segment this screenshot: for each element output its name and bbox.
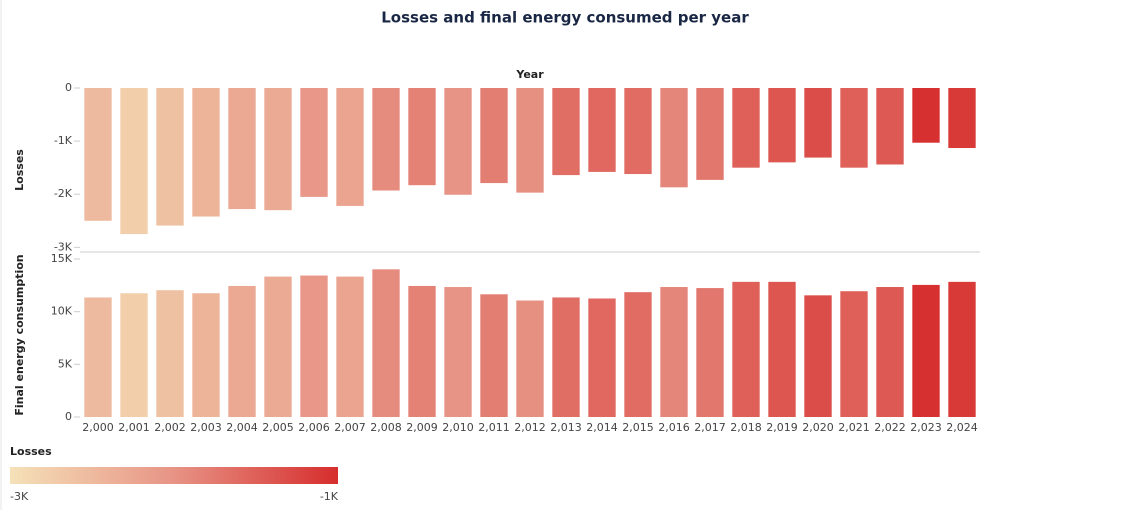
bar xyxy=(156,290,184,417)
bar xyxy=(372,88,400,191)
bar xyxy=(480,294,508,417)
x-tick-label: 2,003 xyxy=(190,421,222,434)
bar xyxy=(876,287,904,417)
bar xyxy=(228,88,256,210)
y-tick-label: 10K xyxy=(51,305,73,318)
x-tick-label: 2,010 xyxy=(442,421,474,434)
bar xyxy=(300,275,328,417)
x-tick-label: 2,011 xyxy=(478,421,510,434)
x-tick-label: 2,008 xyxy=(370,421,402,434)
x-tick-label: 2,021 xyxy=(838,421,870,434)
x-tick-label: 2,014 xyxy=(586,421,618,434)
bar xyxy=(120,88,148,235)
bar xyxy=(912,88,940,143)
x-tick-label: 2,009 xyxy=(406,421,438,434)
bar xyxy=(264,276,292,417)
legend-max-label: -1K xyxy=(320,490,339,503)
bar xyxy=(336,276,364,417)
bar xyxy=(372,269,400,417)
bar xyxy=(840,88,868,168)
bar xyxy=(696,288,724,417)
bar xyxy=(804,88,832,158)
bar xyxy=(840,291,868,417)
bar xyxy=(228,285,256,417)
x-tick-label: 2,000 xyxy=(82,421,114,434)
bar xyxy=(660,287,688,417)
x-tick-label: 2,001 xyxy=(118,421,150,434)
legend-gradient xyxy=(10,467,338,484)
y-tick-label: -2K xyxy=(54,187,73,200)
x-tick-label: 2,017 xyxy=(694,421,726,434)
bar xyxy=(768,88,796,163)
x-tick-label: 2,005 xyxy=(262,421,294,434)
y-tick-label: 0 xyxy=(65,410,72,423)
bar xyxy=(264,88,292,211)
bar xyxy=(876,88,904,165)
bar xyxy=(660,88,688,188)
bar xyxy=(696,88,724,180)
bar xyxy=(588,298,616,417)
x-tick-label: 2,013 xyxy=(550,421,582,434)
y-tick-label: 15K xyxy=(51,252,73,265)
bar xyxy=(408,88,436,186)
y-axis-label: Final energy consumption xyxy=(13,254,26,415)
bar xyxy=(516,88,544,193)
bar xyxy=(732,281,760,417)
bar xyxy=(156,88,184,226)
x-tick-label: 2,016 xyxy=(658,421,690,434)
x-tick-label: 2,019 xyxy=(766,421,798,434)
x-tick-label: 2,024 xyxy=(946,421,978,434)
bar xyxy=(552,88,580,176)
x-tick-label: 2,004 xyxy=(226,421,258,434)
legend-title: Losses xyxy=(10,445,52,458)
bar xyxy=(588,88,616,172)
y-tick-label: -1K xyxy=(54,134,73,147)
legend-min-label: -3K xyxy=(10,490,29,503)
y-tick-label: -3K xyxy=(54,240,73,253)
bar xyxy=(768,281,796,417)
chart-title: Losses and final energy consumed per yea… xyxy=(381,9,749,27)
bar xyxy=(480,88,508,184)
bar xyxy=(120,293,148,417)
bar xyxy=(624,292,652,417)
bar xyxy=(408,285,436,417)
bar xyxy=(732,88,760,168)
bar xyxy=(912,284,940,417)
y-axis-label: Losses xyxy=(13,149,26,191)
x-tick-label: 2,020 xyxy=(802,421,834,434)
bar xyxy=(624,88,652,175)
bar xyxy=(444,287,472,417)
bar xyxy=(84,297,112,417)
bar xyxy=(552,297,580,417)
bar xyxy=(516,300,544,417)
x-tick-label: 2,002 xyxy=(154,421,186,434)
bar xyxy=(192,88,220,217)
bar xyxy=(804,295,832,417)
x-tick-label: 2,018 xyxy=(730,421,762,434)
x-tick-label: 2,012 xyxy=(514,421,546,434)
y-tick-label: 5K xyxy=(58,357,73,370)
bar xyxy=(192,293,220,417)
x-tick-label: 2,007 xyxy=(334,421,366,434)
bar xyxy=(84,88,112,221)
x-axis-label: Year xyxy=(515,68,544,81)
y-tick-label: 0 xyxy=(65,81,72,94)
x-tick-label: 2,022 xyxy=(874,421,906,434)
x-tick-label: 2,015 xyxy=(622,421,654,434)
bar xyxy=(300,88,328,197)
bar xyxy=(948,88,976,149)
bar xyxy=(948,281,976,417)
bar xyxy=(444,88,472,195)
x-tick-label: 2,023 xyxy=(910,421,942,434)
bar xyxy=(336,88,364,206)
x-tick-label: 2,006 xyxy=(298,421,330,434)
